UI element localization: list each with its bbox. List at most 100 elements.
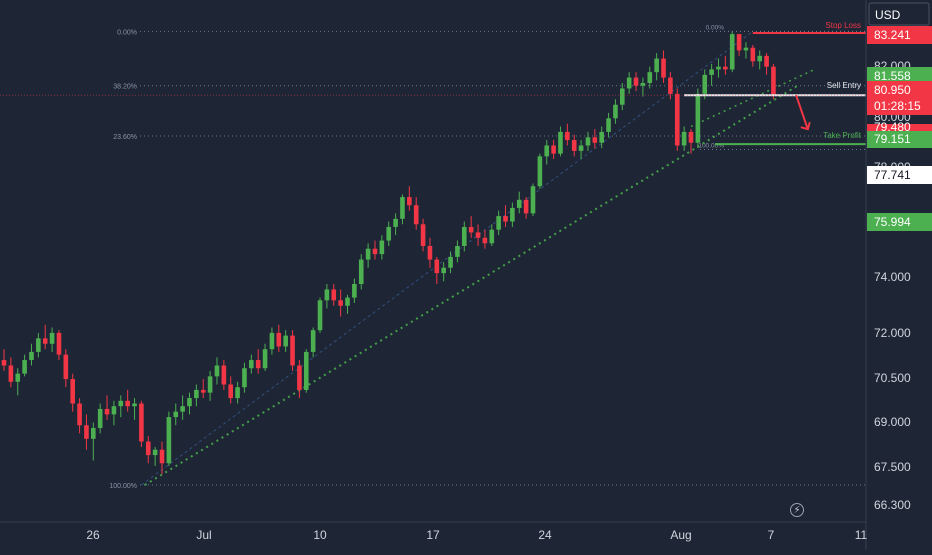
lightning-icon[interactable]: ⚡ xyxy=(790,503,804,517)
candle-body xyxy=(681,131,687,146)
candle-body xyxy=(49,332,55,344)
price-tick-label: 67.500 xyxy=(874,460,911,474)
price-tick-label: 70.500 xyxy=(874,371,911,385)
candle-body xyxy=(578,145,584,151)
candle-body xyxy=(709,69,714,75)
price-label-box xyxy=(867,213,932,231)
candle-body xyxy=(352,284,357,298)
time-tick-label: 11 xyxy=(855,528,868,542)
candle-body xyxy=(468,226,474,233)
candle-body xyxy=(461,226,467,246)
price-label-box xyxy=(867,81,932,115)
candle-body xyxy=(207,376,213,393)
candle-body xyxy=(441,267,446,274)
projection-arrowhead xyxy=(800,121,811,131)
candle-body xyxy=(723,66,728,70)
support-trendline xyxy=(144,84,799,486)
price-label-text: 79.151 xyxy=(874,132,911,146)
candle-body xyxy=(688,131,694,143)
candle-body xyxy=(482,237,488,244)
candle-body xyxy=(269,332,275,350)
trade-levels-layer: Stop Loss Sell Entry Take Profit xyxy=(0,21,866,146)
candle-body xyxy=(70,379,75,404)
candle-body xyxy=(173,411,179,418)
price-label-text: 77.741 xyxy=(874,168,911,182)
fib-level-label: 100.00% xyxy=(109,483,137,490)
candle-body xyxy=(757,55,762,62)
price-tick-label: 66.300 xyxy=(874,498,911,512)
candles-layer xyxy=(1,31,776,475)
candle-body xyxy=(585,137,591,146)
currency-box[interactable] xyxy=(868,2,930,26)
price-label-text: 81.558 xyxy=(874,69,911,83)
time-tick-label: 26 xyxy=(86,528,100,542)
candle-body xyxy=(510,207,515,222)
fib-level-label: 23.60% xyxy=(113,134,137,141)
sell-entry-label: Sell Entry xyxy=(827,81,861,90)
candle-body xyxy=(125,400,130,407)
candle-body xyxy=(139,403,144,442)
candle-body xyxy=(599,131,604,143)
candle-body xyxy=(8,365,14,382)
candle-body xyxy=(695,93,701,143)
candle-body xyxy=(317,300,323,331)
candle-body xyxy=(400,197,405,219)
candle-body xyxy=(702,74,708,94)
candle-body xyxy=(496,216,501,230)
price-axis[interactable]: USD82.00074.00072.00070.50069.00067.5006… xyxy=(865,0,932,550)
candle-body xyxy=(661,58,666,78)
candle-body xyxy=(668,77,673,94)
candle-body xyxy=(331,289,337,301)
candle-body xyxy=(159,449,165,464)
candle-body xyxy=(771,66,776,96)
candle-body xyxy=(558,131,563,154)
candle-body xyxy=(97,408,103,428)
candle-body xyxy=(1,360,7,366)
candle-body xyxy=(516,199,522,208)
candle-body xyxy=(194,389,199,399)
currency-label[interactable]: USD xyxy=(875,8,901,22)
candle-body xyxy=(358,259,364,285)
countdown-label-text: 01:28:15 xyxy=(874,99,921,113)
candle-body xyxy=(503,216,508,222)
candle-body xyxy=(743,47,749,51)
candle-body xyxy=(654,58,659,73)
candle-body xyxy=(434,259,440,274)
candle-body xyxy=(290,335,295,366)
candle-body xyxy=(613,104,618,119)
candle-body xyxy=(242,368,247,388)
candle-body xyxy=(221,365,227,385)
projection-arrow-line xyxy=(795,94,809,130)
time-tick-label: 17 xyxy=(426,528,440,542)
time-tick-label: 10 xyxy=(313,528,327,542)
price-tick-label: 74.000 xyxy=(874,270,911,284)
price-label-text: 83.241 xyxy=(874,28,911,42)
candle-body xyxy=(427,245,433,260)
price-label-text-partial: 79.480 xyxy=(874,120,911,134)
candle-body xyxy=(262,349,268,369)
candle-body xyxy=(303,351,309,390)
candle-body xyxy=(91,427,96,439)
candle-body xyxy=(56,332,62,355)
candle-body xyxy=(729,34,735,70)
candle-body xyxy=(324,289,330,301)
candle-body xyxy=(118,400,124,407)
candle-body xyxy=(750,47,756,62)
candle-body xyxy=(338,300,343,306)
candle-body xyxy=(111,406,117,415)
fib-small-label: 100.00% xyxy=(698,143,724,150)
candle-body xyxy=(200,389,206,393)
candle-body xyxy=(235,387,240,399)
candle-body xyxy=(15,373,21,382)
candle-body xyxy=(764,55,769,67)
candle-body xyxy=(393,218,398,227)
candle-body xyxy=(379,240,385,255)
candle-body xyxy=(544,145,550,157)
candle-body xyxy=(63,354,69,380)
time-axis[interactable]: 26 Jul 10 17 24 Aug 7 11 xyxy=(0,521,868,542)
time-tick-label: 7 xyxy=(768,528,775,542)
candle-body xyxy=(455,245,460,257)
candle-body xyxy=(84,425,89,439)
